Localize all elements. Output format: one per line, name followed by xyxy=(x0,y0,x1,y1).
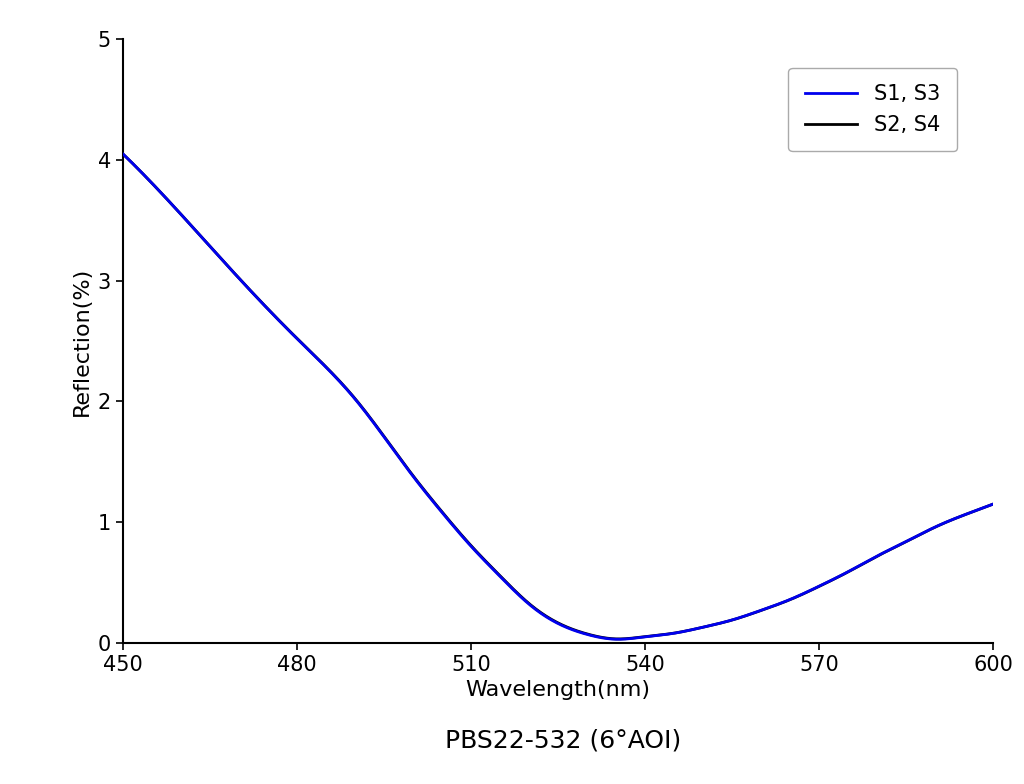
S2, S4 xyxy=(612,634,625,644)
S2, S4 xyxy=(206,244,218,253)
Y-axis label: Reflection(%): Reflection(%) xyxy=(73,267,92,416)
S2, S4 xyxy=(716,619,728,628)
S1, S3 xyxy=(469,546,481,555)
S1, S3 xyxy=(812,582,824,591)
S2, S4 xyxy=(812,583,824,592)
S2, S4 xyxy=(987,499,999,509)
S1, S3 xyxy=(716,618,728,627)
Line: S1, S3: S1, S3 xyxy=(123,154,993,639)
S1, S3 xyxy=(987,499,999,509)
S2, S4 xyxy=(117,149,129,158)
S1, S3 xyxy=(206,244,218,253)
S2, S4 xyxy=(469,545,481,554)
S1, S3 xyxy=(611,634,624,644)
S2, S4 xyxy=(500,577,512,586)
Legend: S1, S3, S2, S4: S1, S3, S2, S4 xyxy=(788,67,956,151)
S2, S4 xyxy=(797,590,809,599)
Line: S2, S4: S2, S4 xyxy=(123,154,993,639)
S1, S3 xyxy=(117,149,129,158)
S1, S3 xyxy=(500,578,512,587)
X-axis label: Wavelength(nm): Wavelength(nm) xyxy=(466,681,650,700)
S1, S3 xyxy=(797,590,809,599)
Text: PBS22-532 (6°AOI): PBS22-532 (6°AOI) xyxy=(445,728,681,753)
